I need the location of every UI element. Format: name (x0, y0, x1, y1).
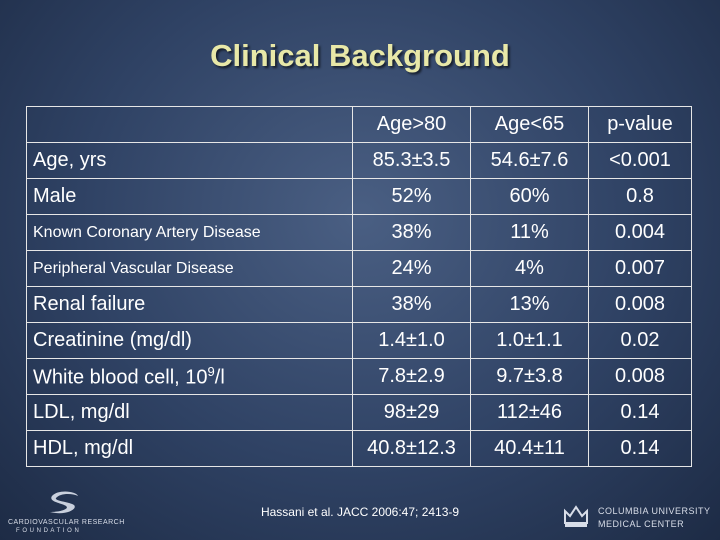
crf-logo-line1: CARDIOVASCULAR RESEARCH (8, 519, 125, 526)
cell-p-value: 0.008 (588, 358, 692, 395)
table-row: LDL, mg/dl 98±29 112±46 0.14 (26, 394, 692, 431)
row-label: LDL, mg/dl (26, 394, 353, 431)
cell-age-under-65: 13% (470, 286, 589, 323)
table-row: Creatinine (mg/dl) 1.4±1.0 1.0±1.1 0.02 (26, 322, 692, 359)
cell-age-over-80: 24% (352, 250, 471, 287)
cell-age-over-80: 98±29 (352, 394, 471, 431)
crf-logo: CARDIOVASCULAR RESEARCH F O U N D A T I … (8, 490, 124, 534)
cell-age-over-80: 38% (352, 214, 471, 251)
citation: Hassani et al. JACC 2006:47; 2413-9 (260, 505, 460, 519)
cell-age-over-80: 52% (352, 178, 471, 215)
cell-age-under-65: 54.6±7.6 (470, 142, 589, 179)
row-label-superscript: 9 (207, 363, 215, 379)
table-header-row: Age>80 Age<65 p-value (26, 106, 692, 143)
clinical-table: Age>80 Age<65 p-value Age, yrs 85.3±3.5 … (26, 106, 692, 467)
slide-title: Clinical Background (210, 38, 510, 73)
cell-age-under-65: 11% (470, 214, 589, 251)
cell-p-value: 0.004 (588, 214, 692, 251)
table-row: Peripheral Vascular Disease 24% 4% 0.007 (26, 250, 692, 287)
columbia-logo-line1: COLUMBIA UNIVERSITY (598, 506, 711, 516)
table-row: White blood cell, 109/l 7.8±2.9 9.7±3.8 … (26, 358, 692, 395)
cell-p-value: 0.02 (588, 322, 692, 359)
cell-age-under-65: 4% (470, 250, 589, 287)
header-p-value: p-value (588, 106, 692, 143)
cell-age-over-80: 85.3±3.5 (352, 142, 471, 179)
cell-age-under-65: 60% (470, 178, 589, 215)
header-age-over-80: Age>80 (352, 106, 471, 143)
cell-age-under-65: 1.0±1.1 (470, 322, 589, 359)
table-row: Male 52% 60% 0.8 (26, 178, 692, 215)
cell-age-over-80: 7.8±2.9 (352, 358, 471, 395)
crf-logo-line2: F O U N D A T I O N (16, 528, 80, 534)
row-label: HDL, mg/dl (26, 430, 353, 467)
row-label: Peripheral Vascular Disease (26, 250, 353, 287)
cell-p-value: 0.8 (588, 178, 692, 215)
header-age-under-65: Age<65 (470, 106, 589, 143)
table-row: Renal failure 38% 13% 0.008 (26, 286, 692, 323)
row-label: White blood cell, 109/l (26, 358, 353, 395)
crf-swirl-icon (50, 491, 78, 514)
row-label: Known Coronary Artery Disease (26, 214, 353, 251)
cell-p-value: 0.008 (588, 286, 692, 323)
cell-p-value: 0.007 (588, 250, 692, 287)
row-label-text: White blood cell, 10 (33, 366, 208, 389)
columbia-logo: COLUMBIA UNIVERSITY MEDICAL CENTER (562, 498, 714, 534)
table-row: Age, yrs 85.3±3.5 54.6±7.6 <0.001 (26, 142, 692, 179)
cell-age-over-80: 40.8±12.3 (352, 430, 471, 467)
cell-age-over-80: 38% (352, 286, 471, 323)
row-label: Age, yrs (26, 142, 353, 179)
row-label: Male (26, 178, 353, 215)
row-label: Creatinine (mg/dl) (26, 322, 353, 359)
table-row: HDL, mg/dl 40.8±12.3 40.4±11 0.14 (26, 430, 692, 467)
cell-age-under-65: 112±46 (470, 394, 589, 431)
row-label-suffix: /l (214, 366, 225, 389)
cell-p-value: 0.14 (588, 394, 692, 431)
cell-p-value: 0.14 (588, 430, 692, 467)
columbia-logo-line2: MEDICAL CENTER (598, 519, 685, 529)
header-empty-cell (26, 106, 353, 143)
cell-age-under-65: 40.4±11 (470, 430, 589, 467)
cell-age-under-65: 9.7±3.8 (470, 358, 589, 395)
table-row: Known Coronary Artery Disease 38% 11% 0.… (26, 214, 692, 251)
crown-icon (564, 505, 588, 527)
row-label: Renal failure (26, 286, 353, 323)
cell-p-value: <0.001 (588, 142, 692, 179)
cell-age-over-80: 1.4±1.0 (352, 322, 471, 359)
